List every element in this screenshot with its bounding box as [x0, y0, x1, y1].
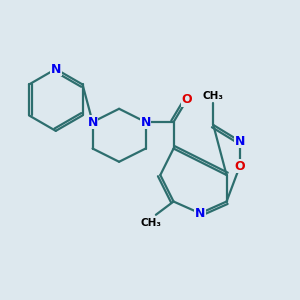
Text: N: N	[195, 207, 205, 220]
Text: O: O	[182, 93, 192, 106]
Text: N: N	[51, 62, 61, 76]
Text: N: N	[235, 135, 245, 148]
Text: O: O	[235, 160, 245, 173]
Text: N: N	[140, 116, 151, 128]
Text: N: N	[87, 116, 98, 128]
Text: CH₃: CH₃	[203, 91, 224, 100]
Text: CH₃: CH₃	[141, 218, 162, 228]
